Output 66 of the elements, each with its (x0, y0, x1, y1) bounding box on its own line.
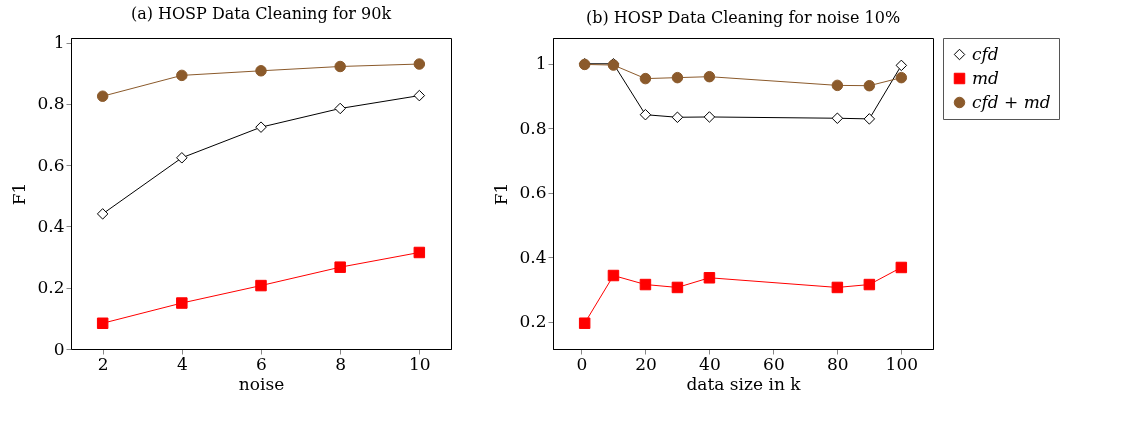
point (639, 278, 652, 291)
point (703, 272, 716, 284)
point (831, 79, 844, 92)
y-tick-label: 0.2 (519, 311, 547, 332)
point (895, 261, 908, 274)
point (831, 281, 844, 294)
x-tick-label: 10 (409, 353, 431, 374)
point (255, 121, 267, 133)
point (176, 297, 188, 309)
x-tick-label: 100 (885, 353, 919, 374)
point (671, 111, 684, 124)
y-tick-label: 1 (53, 32, 65, 53)
point (895, 71, 908, 84)
point (831, 112, 844, 124)
point (413, 89, 426, 102)
y-tick-label: 0.2 (37, 277, 65, 298)
point (413, 246, 426, 259)
point (334, 60, 346, 73)
point (895, 59, 908, 72)
x-tick-label: 8 (335, 353, 347, 374)
legend-label: md (972, 67, 1000, 88)
x-tick-label: 40 (699, 353, 721, 374)
legend-label: cfd + md (972, 91, 1051, 112)
x-tick-label: 6 (256, 353, 267, 374)
y-tick-label: 1 (535, 53, 547, 74)
x-tick-label: 4 (176, 353, 188, 374)
point (413, 58, 426, 70)
point (334, 261, 346, 273)
y-tick-label: 0.6 (519, 182, 547, 203)
point (863, 113, 876, 125)
point (639, 108, 652, 121)
chart-title: (b) HOSP Data Cleaning for noise 10% (585, 7, 901, 27)
point (578, 317, 591, 329)
y-axis-title: F1 (9, 182, 30, 206)
point (176, 152, 188, 164)
point (863, 278, 876, 291)
point (607, 269, 620, 282)
y-axis-title: F1 (491, 182, 512, 206)
x-tick-label: 2 (97, 353, 109, 374)
y-tick-label: 0.6 (37, 154, 65, 175)
point (96, 317, 109, 330)
legend-label: cfd (972, 43, 999, 64)
point (255, 279, 267, 292)
point (671, 71, 684, 84)
point (703, 70, 716, 83)
point (863, 79, 876, 92)
point (176, 69, 188, 82)
y-tick-label: 0 (53, 338, 65, 359)
y-tick-label: 0.4 (37, 215, 65, 236)
chart-title: (a) HOSP Data Cleaning for 90k (130, 3, 392, 23)
x-axis-title: data size in k (686, 373, 802, 394)
x-tick-label: 0 (576, 353, 588, 374)
y-tick-label: 0.4 (519, 246, 547, 267)
point (334, 102, 346, 115)
x-tick-label: 20 (635, 353, 657, 374)
x-tick-label: 80 (827, 353, 849, 374)
point (96, 90, 109, 102)
y-tick-label: 0.8 (519, 117, 547, 138)
point (639, 72, 652, 85)
point (96, 208, 109, 220)
point (671, 281, 684, 294)
y-tick-label: 0.8 (37, 93, 65, 114)
x-tick-label: 60 (763, 353, 785, 374)
point (703, 111, 716, 123)
point (255, 65, 267, 77)
x-axis-title: noise (238, 373, 285, 394)
